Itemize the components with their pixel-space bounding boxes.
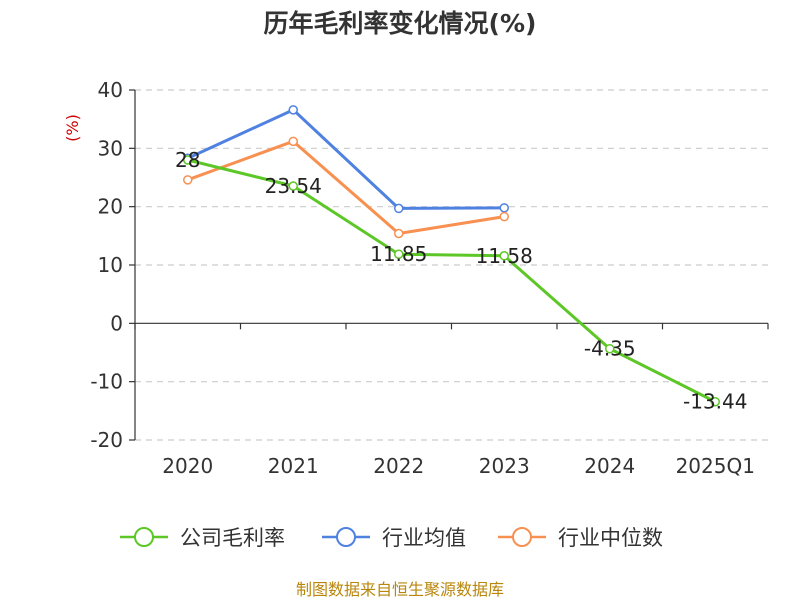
x-tick-label: 2021 — [268, 454, 319, 478]
data-labels: 28 23.54 11.85 11.58 -4.35 -13.44 — [175, 148, 747, 414]
y-tick-label: 10 — [98, 253, 123, 277]
data-label: -4.35 — [584, 337, 636, 361]
legend-label: 行业中位数 — [558, 526, 663, 550]
legend-marker — [134, 527, 154, 547]
source-note: 制图数据来自恒生聚源数据库 — [296, 580, 504, 599]
x-tick-label: 2024 — [584, 454, 635, 478]
data-point — [710, 396, 720, 407]
data-point — [499, 211, 509, 222]
data-label: 11.85 — [370, 242, 427, 266]
y-tick-label: -20 — [90, 428, 123, 452]
gridlines — [135, 89, 768, 441]
data-label: -13.44 — [683, 390, 747, 414]
data-point — [499, 203, 509, 213]
legend-label: 公司毛利率 — [180, 526, 285, 550]
data-point — [499, 251, 509, 261]
series-layer — [183, 105, 720, 407]
x-tick-label: 2025Q1 — [676, 454, 755, 478]
data-point — [394, 203, 404, 214]
y-tick-label: -10 — [90, 370, 123, 394]
y-tick-labels: 40 30 20 10 0 -10 -20 — [90, 78, 123, 452]
y-tick-label: 20 — [98, 195, 123, 219]
data-point — [394, 249, 404, 259]
data-point — [394, 228, 404, 239]
y-unit-label: (%) — [63, 114, 82, 142]
legend-marker — [336, 527, 356, 547]
x-tick-label: 2023 — [479, 454, 530, 478]
data-point — [183, 155, 193, 165]
data-label: 11.58 — [476, 244, 533, 268]
y-tick-label: 40 — [98, 78, 123, 102]
legend-label: 行业均值 — [382, 526, 466, 550]
x-tick-label: 2020 — [162, 454, 213, 478]
series-line-0 — [187, 158, 716, 404]
chart-title: 历年毛利率变化情况(%) — [264, 9, 537, 38]
data-label: 23.54 — [265, 174, 322, 198]
x-tick-label: 2022 — [373, 454, 424, 478]
legend[interactable]: 公司毛利率 行业均值 行业中位数 — [120, 526, 663, 550]
data-point — [183, 175, 193, 185]
data-point — [288, 181, 298, 191]
x-tick-labels: 2020 2021 2022 2023 2024 2025Q1 — [162, 454, 755, 478]
y-tick-label: 30 — [98, 136, 123, 160]
y-tick-label: 0 — [110, 311, 123, 335]
data-label: 28 — [175, 148, 200, 172]
legend-marker — [512, 527, 532, 547]
axes — [129, 89, 769, 441]
data-point — [288, 136, 298, 147]
series-line-1 — [187, 108, 505, 210]
data-point — [605, 343, 615, 354]
data-point — [288, 105, 298, 115]
series-line-2 — [187, 139, 505, 235]
